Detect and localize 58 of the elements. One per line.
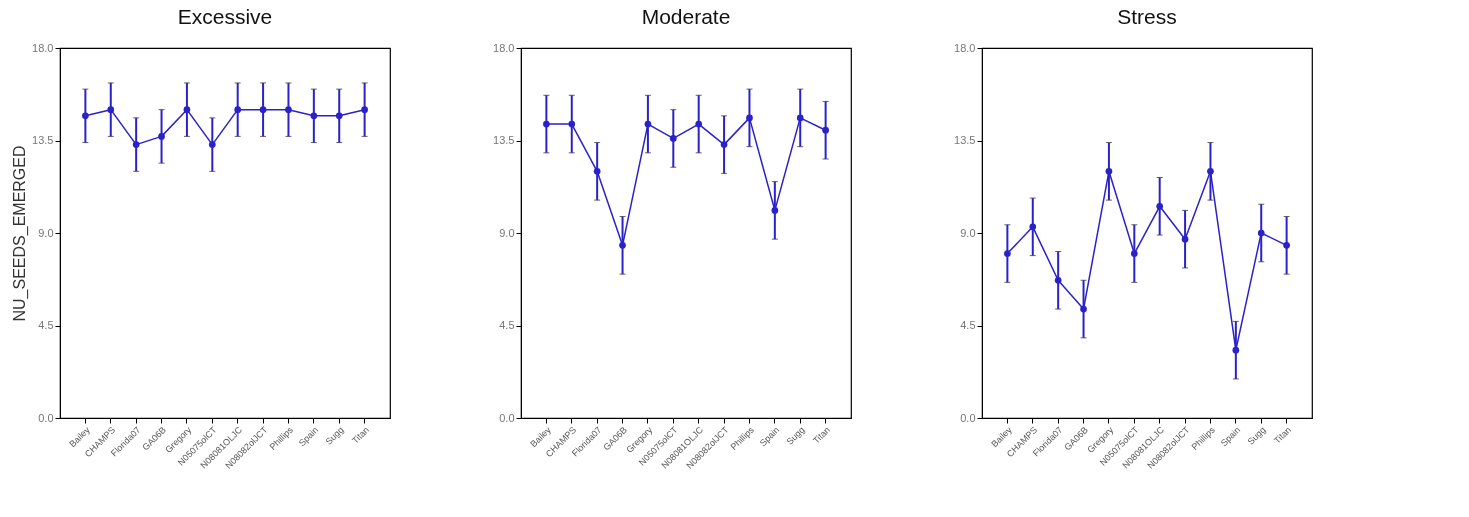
y-tick-label: 4.5 <box>960 319 976 331</box>
point <box>568 120 576 128</box>
y-tick-label: 0.0 <box>38 411 54 424</box>
point <box>1181 235 1189 243</box>
point <box>158 133 165 140</box>
point <box>1130 250 1138 257</box>
y-tick-label: 9.0 <box>38 226 54 239</box>
point <box>695 120 703 128</box>
x-tick-label: Titan <box>349 424 371 446</box>
point <box>1080 305 1087 313</box>
point <box>259 106 267 114</box>
y-tick-label: 18.0 <box>493 41 515 54</box>
y-axis-title: NU_SEEDS_EMERGED <box>11 145 30 322</box>
point <box>285 106 292 114</box>
chart-title: Stress <box>1117 5 1177 28</box>
y-tick-label: 0.0 <box>960 411 976 424</box>
point <box>335 112 343 120</box>
y-tick-label: 9.0 <box>960 226 976 239</box>
point <box>310 112 318 120</box>
chart-title: Excessive <box>177 5 273 28</box>
point <box>720 141 728 148</box>
point <box>644 120 652 128</box>
x-tick-label: Titan <box>810 424 832 446</box>
point <box>543 120 550 128</box>
y-tick-label: 4.5 <box>38 319 54 331</box>
y-tick-label: 13.5 <box>493 134 515 146</box>
point <box>82 112 89 120</box>
point <box>1156 202 1164 210</box>
y-tick-label: 13.5 <box>32 134 54 146</box>
point <box>1054 276 1062 284</box>
point <box>1283 241 1290 249</box>
x-tick-label: Titan <box>1271 424 1293 446</box>
point <box>361 106 368 114</box>
point <box>822 126 829 134</box>
point <box>669 135 677 142</box>
point <box>234 106 242 114</box>
point <box>593 167 601 175</box>
chart-title: Moderate <box>641 5 731 28</box>
point <box>1257 229 1265 237</box>
point <box>619 241 626 249</box>
y-tick-label: 9.0 <box>499 226 515 239</box>
point <box>1232 346 1240 354</box>
y-tick-label: 0.0 <box>499 411 515 424</box>
point <box>107 106 115 114</box>
point <box>1004 250 1011 257</box>
y-tick-label: 4.5 <box>499 319 515 331</box>
point <box>1029 223 1037 231</box>
point <box>746 114 753 122</box>
point <box>132 141 140 148</box>
point <box>183 106 191 114</box>
y-tick-label: 18.0 <box>954 41 976 54</box>
point <box>1207 167 1214 175</box>
y-tick-label: 13.5 <box>954 134 976 146</box>
point <box>771 207 779 214</box>
point <box>208 141 216 148</box>
y-tick-label: 18.0 <box>32 41 54 54</box>
point <box>1105 167 1113 175</box>
point <box>796 114 804 122</box>
